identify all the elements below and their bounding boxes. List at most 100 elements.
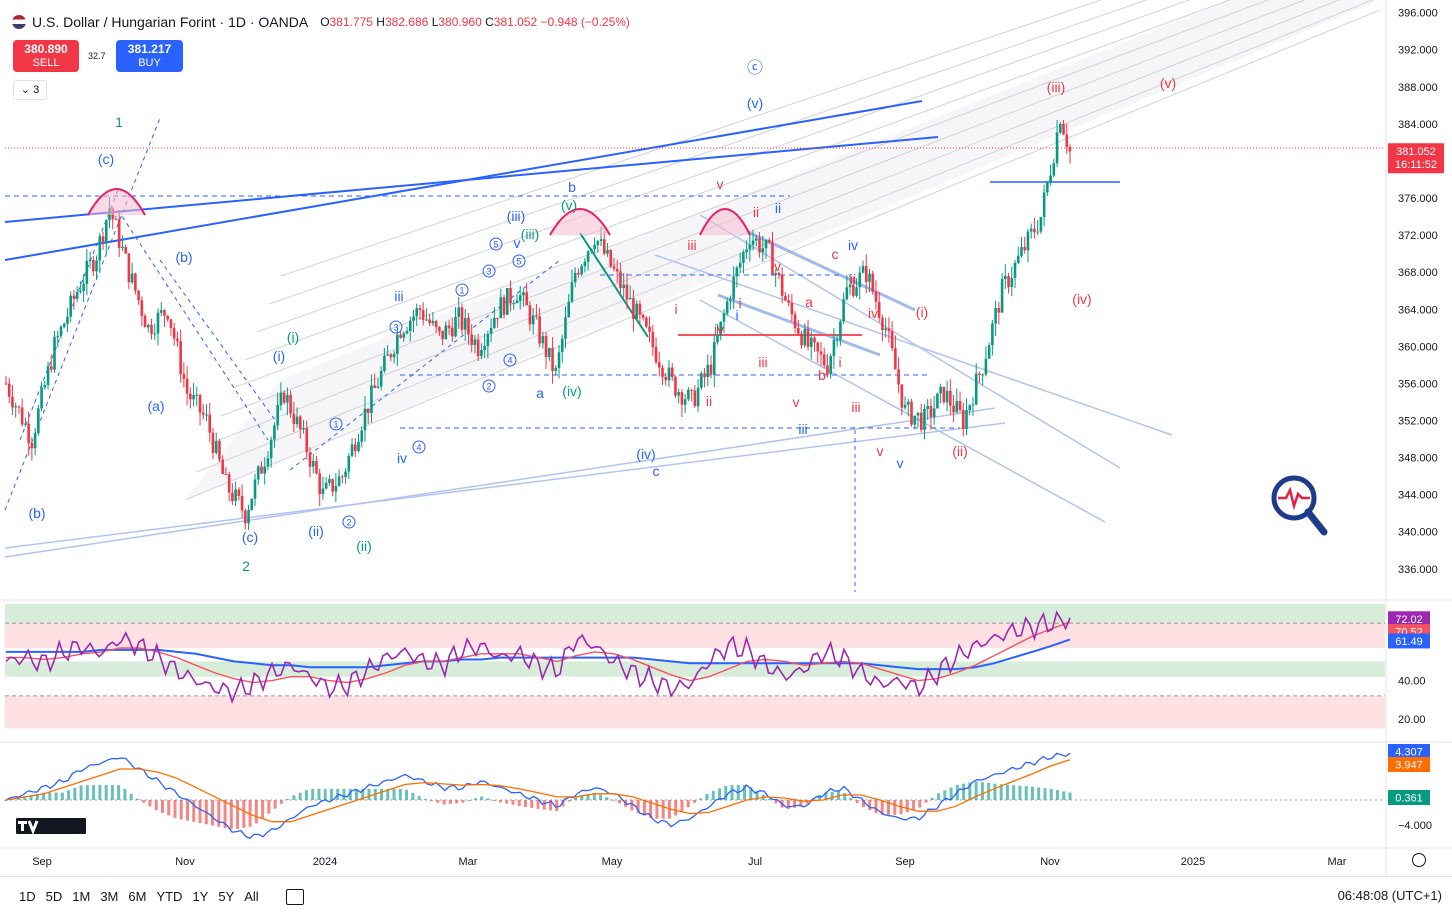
candle-body — [79, 290, 82, 292]
wave-label: (iv) — [636, 446, 655, 462]
timeframe-1m[interactable]: 1M — [72, 889, 91, 904]
wave-label: ii — [850, 271, 856, 287]
timeframe-all[interactable]: All — [244, 889, 259, 904]
wave-label: b — [568, 179, 576, 195]
wave-label: (c) — [98, 151, 114, 167]
macd-histogram-bar — [467, 800, 471, 801]
candle-body — [942, 386, 946, 403]
subwave-marker-label: 3 — [393, 323, 398, 333]
timeframe-ytd[interactable]: YTD — [156, 889, 183, 904]
candle-body — [528, 305, 532, 325]
macd-histogram-bar — [398, 788, 402, 800]
candle-body — [486, 333, 490, 346]
candle-body — [509, 287, 512, 304]
candle-body — [467, 318, 470, 335]
macd-histogram-bar — [117, 785, 121, 800]
candle-body — [341, 476, 344, 478]
macd-histogram-bar — [461, 800, 465, 803]
candle-body — [677, 392, 680, 396]
pitchfork-line — [208, 0, 1341, 445]
candle-body — [88, 260, 92, 262]
top-arc — [87, 188, 146, 216]
wave-label: (iii) — [1047, 79, 1066, 95]
candle-body — [839, 321, 842, 340]
wave-label: ⓒ — [747, 59, 763, 77]
macd-histogram-bar — [793, 800, 797, 808]
timeframe-6m[interactable]: 6M — [128, 889, 147, 904]
change-value: −0.948 (−0.25%) — [540, 15, 630, 29]
candle-body — [648, 326, 651, 332]
settings-gear-icon[interactable] — [1412, 853, 1426, 867]
timeframe-1d[interactable]: 1D — [19, 889, 36, 904]
timeframe-5y[interactable]: 5Y — [218, 889, 235, 904]
candle-body — [408, 320, 412, 331]
candle-body — [544, 336, 548, 358]
indicators-toggle[interactable]: ⌄ 3 — [13, 80, 47, 100]
candle-body — [227, 474, 231, 493]
price-tick-label: 364.000 — [1398, 304, 1438, 316]
candle-body — [813, 337, 816, 343]
candle-body — [98, 236, 102, 261]
candle-body — [738, 262, 742, 268]
descending-channel-mid — [699, 214, 1121, 469]
wave-label: iii — [687, 237, 696, 253]
candle-body — [11, 396, 14, 408]
macd-value-badge — [1388, 790, 1430, 805]
candle-body — [418, 308, 422, 311]
candle-body — [360, 430, 364, 442]
candle-body — [1052, 163, 1056, 176]
macd-histogram-bar — [918, 800, 922, 808]
macd-histogram-bar — [605, 797, 609, 800]
chart-svg[interactable]: 336.000 340.000 344.000 348.000 352.000 356.0… — [0, 0, 1452, 876]
wave-diagonal-line — [19, 189, 119, 441]
clock-timezone[interactable]: 06:48:08 (UTC+1) — [1337, 888, 1442, 903]
candle-body — [376, 386, 380, 388]
wave-label: 2 — [242, 558, 250, 574]
candle-body — [609, 249, 613, 267]
candle-body — [163, 310, 166, 316]
wave-label: (ii) — [308, 523, 324, 539]
search-magnifier-icon[interactable] — [1270, 474, 1330, 538]
candle-body — [884, 328, 887, 331]
candle-body — [46, 366, 50, 385]
macd-histogram-bar — [661, 800, 665, 819]
symbol-title[interactable]: U.S. Dollar / Hungarian Forint · 1D · OA… — [32, 14, 309, 30]
candle-body — [402, 333, 406, 338]
timeframe-3m[interactable]: 3M — [100, 889, 119, 904]
candle-body — [179, 341, 182, 375]
wave-label: v — [877, 443, 884, 459]
macd-histogram-bar — [561, 800, 565, 807]
candle-body — [405, 330, 409, 334]
macd-histogram-bar — [492, 800, 496, 801]
wave-label: (v) — [1160, 75, 1176, 91]
candle-body — [256, 466, 260, 480]
macd-histogram-bar — [498, 800, 502, 803]
candle-body — [564, 317, 567, 339]
macd-histogram-bar — [799, 800, 803, 807]
candle-body — [1020, 247, 1023, 256]
candle-body — [826, 365, 829, 375]
candle-body — [1058, 124, 1062, 133]
timeframe-1y[interactable]: 1Y — [192, 889, 209, 904]
timeframe-5d[interactable]: 5D — [45, 889, 63, 904]
macd-value-badge — [1388, 757, 1430, 772]
candle-body — [328, 479, 331, 483]
macd-histogram-bar — [380, 788, 384, 800]
sell-button[interactable]: 380.890 SELL — [13, 40, 79, 72]
macd-histogram-bar — [724, 785, 728, 800]
calendar-icon[interactable] — [285, 888, 304, 905]
macd-histogram-bar — [974, 781, 978, 800]
wave-label: iv — [397, 450, 407, 466]
macd-histogram-bar — [23, 796, 27, 800]
candle-body — [871, 273, 875, 292]
buy-button[interactable]: 381.217 BUY — [116, 40, 183, 72]
subwave-marker-label: 5 — [516, 257, 521, 267]
candle-body — [447, 325, 451, 328]
candle-body — [43, 384, 47, 388]
macd-histogram-bar — [943, 790, 947, 800]
candle-body — [554, 367, 558, 371]
candle-body — [476, 339, 480, 357]
candle-body — [674, 377, 677, 396]
candle-body — [703, 373, 706, 378]
